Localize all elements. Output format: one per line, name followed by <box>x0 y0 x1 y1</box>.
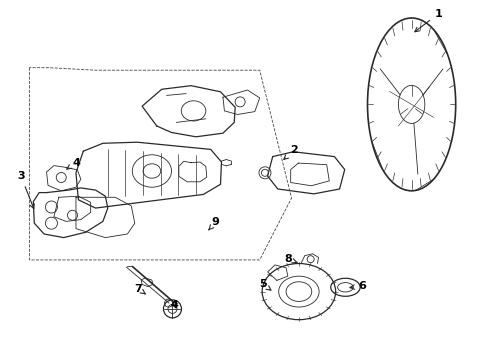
Text: 4: 4 <box>67 158 80 169</box>
Text: 9: 9 <box>209 217 220 230</box>
Text: 1: 1 <box>415 9 442 32</box>
Text: 5: 5 <box>259 279 271 290</box>
Text: 7: 7 <box>134 284 145 294</box>
Text: 2: 2 <box>284 145 298 159</box>
Text: 8: 8 <box>284 254 297 264</box>
Text: 4: 4 <box>171 300 179 310</box>
Text: 6: 6 <box>350 281 367 291</box>
Text: 3: 3 <box>17 171 34 209</box>
